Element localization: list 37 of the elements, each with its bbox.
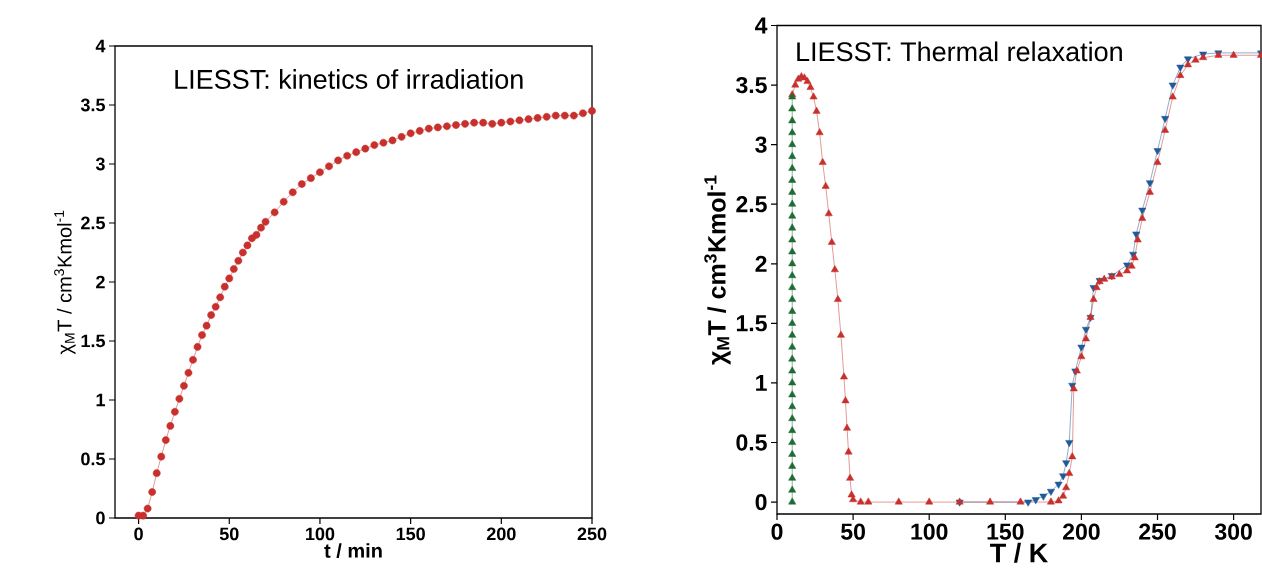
x-tick-label: 0 <box>134 527 143 541</box>
y-tick-label: 3.5 <box>80 98 105 112</box>
y-tick-label: 1 <box>756 375 767 391</box>
x-tick-label: 150 <box>396 527 425 541</box>
y-tick-label: 3 <box>755 136 767 153</box>
y-tick-label: 0.5 <box>736 434 767 451</box>
x-tick-label: 250 <box>577 527 607 541</box>
x-tick-label: 0 <box>771 523 783 540</box>
y-tick-label: 2 <box>755 255 767 272</box>
y-axis-title: χ$_{M}$T / cm$^{3}$Kmol$^{-1}$ <box>54 210 76 355</box>
y-tick-label: 3 <box>95 157 105 171</box>
y-axis-title: χ$_{M}$T / cm$^{3}$Kmol$^{-1}$ <box>704 175 731 365</box>
y-tick-label: 0.5 <box>81 452 105 466</box>
y-tick-label: 1.5 <box>81 334 105 348</box>
x-tick-label: 250 <box>1139 523 1176 540</box>
y-tick-label: 1 <box>96 393 105 407</box>
x-tick-label: 200 <box>1063 523 1100 540</box>
text: LIESST: kinetics of irradiation <box>175 69 523 89</box>
y-tick-label: 2 <box>96 275 105 289</box>
y-tick-label: 0 <box>755 493 767 511</box>
x-tick-label: 300 <box>1214 523 1252 540</box>
y-tick-label: 3.5 <box>736 76 767 94</box>
y-tick-label: 1.5 <box>736 315 767 332</box>
x-tick-label: 150 <box>987 523 1024 540</box>
x-tick-label: 50 <box>219 527 239 541</box>
y-tick-label: 0 <box>96 511 105 525</box>
x-tick-label: 50 <box>841 523 865 540</box>
y-tick-label: 4 <box>95 39 106 53</box>
x-axis-title: t / min <box>324 543 382 559</box>
x-axis-title: T / K <box>990 542 1048 563</box>
x-tick-label: 200 <box>486 527 516 541</box>
chart-title: LIESST: Thermal relaxation <box>797 41 1122 62</box>
x-tick-label: 100 <box>911 523 948 540</box>
y-tick-label: 4 <box>755 17 768 34</box>
y-tick-label: 2.5 <box>736 196 767 213</box>
x-tick-label: 100 <box>306 527 335 541</box>
y-tick-label: 2.5 <box>81 216 105 230</box>
